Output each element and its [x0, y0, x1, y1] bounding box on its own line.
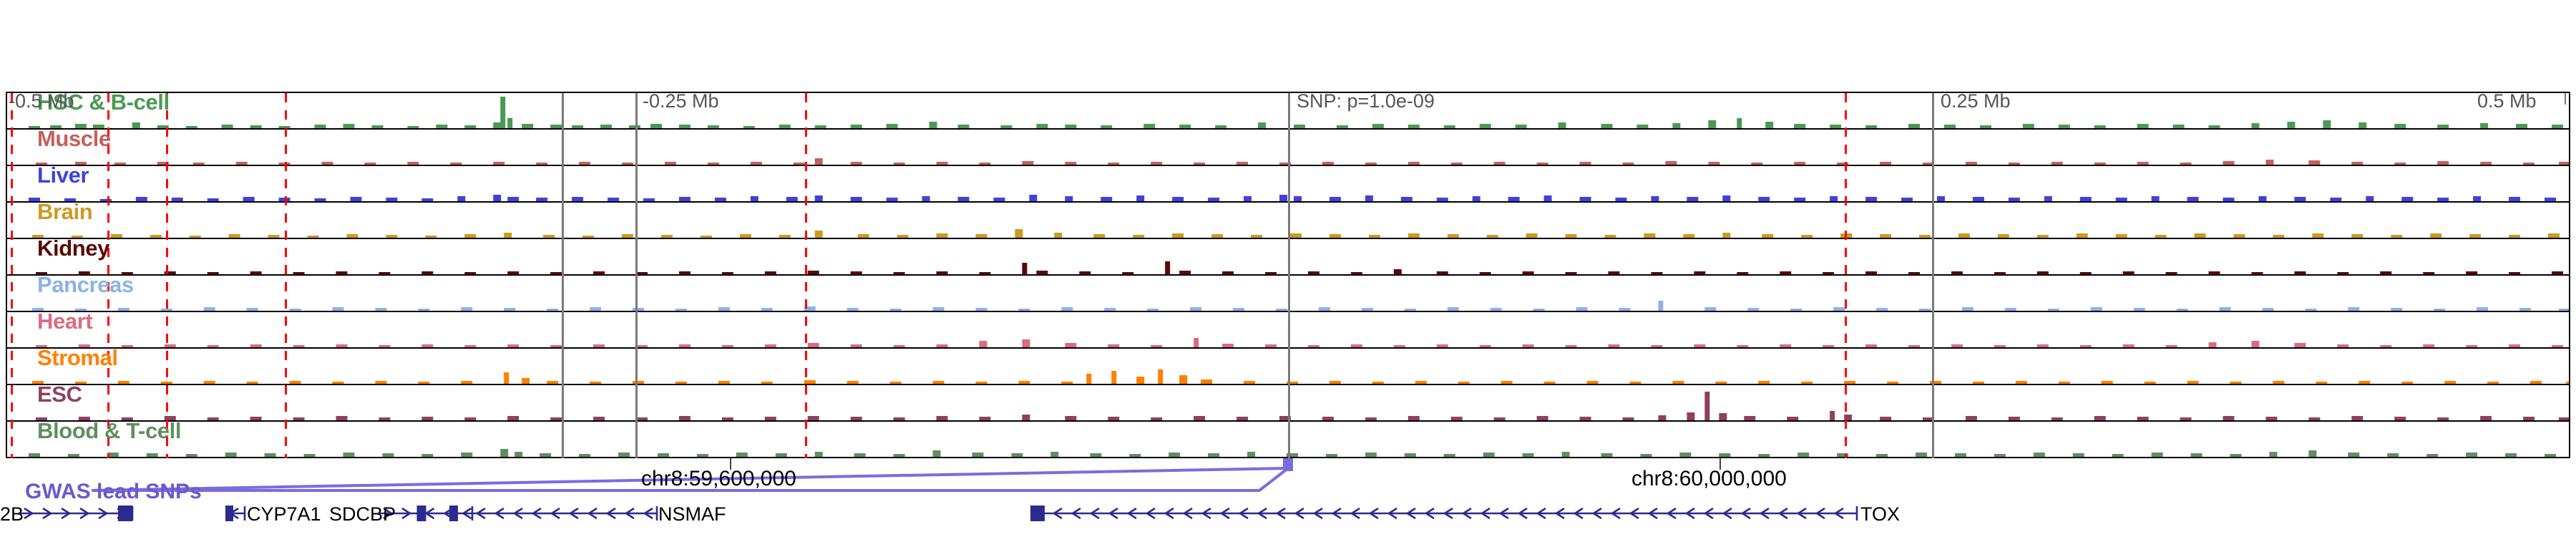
track-label-muscle: Muscle — [37, 126, 111, 151]
ruler-tick — [2565, 93, 2566, 105]
bottom-panel: GWAS lead SNPs chr8:59,600,000 chr8:60,00… — [0, 458, 2576, 537]
track-label-hsc-b-cell: HSC & B-cell — [37, 90, 170, 115]
ruler-tick — [1288, 93, 1289, 105]
track-panel[interactable]: HSC & B-cell Muscle Liver Brain Kidney Pancre… — [6, 90, 2570, 458]
track-label-pancreas: Pancreas — [37, 272, 134, 297]
signal-track[interactable]: Liver — [7, 163, 2569, 203]
signal-waveform — [7, 422, 2569, 457]
track-label-brain: Brain — [37, 199, 93, 224]
signal-track[interactable]: Blood & T-cell — [7, 418, 2569, 458]
signal-waveform — [7, 166, 2569, 201]
coordinate-label: chr8:60,000,000 — [1631, 467, 1787, 490]
signal-waveform — [7, 276, 2569, 311]
signal-track[interactable]: Brain — [7, 199, 2569, 239]
ruler-tick-label: -0.5 Mb — [9, 90, 74, 112]
gene-label[interactable]: SDCBP — [329, 503, 396, 525]
track-label-liver: Liver — [37, 163, 89, 188]
track-label-stromal: Stromal — [37, 345, 118, 370]
ruler-tick — [1932, 93, 1933, 105]
signal-waveform — [7, 130, 2569, 165]
ruler-tick-label: -0.25 Mb — [643, 90, 719, 112]
signal-track[interactable]: Stromal — [7, 345, 2569, 385]
gwas-track-label: GWAS lead SNPs — [25, 480, 202, 503]
signal-waveform — [7, 239, 2569, 274]
gene-annotation-track[interactable]: 2B CYP7A1 SDCBP NSMAF TOX — [0, 498, 2576, 537]
gene-label[interactable]: NSMAF — [658, 503, 726, 525]
signal-track[interactable]: Muscle — [7, 126, 2569, 166]
gene-label[interactable]: 2B — [0, 503, 24, 525]
ruler-tick-label: 0.5 Mb — [2477, 90, 2537, 112]
signal-track[interactable]: Heart — [7, 309, 2569, 349]
signal-track[interactable]: Kidney — [7, 236, 2569, 276]
coordinate-tick — [1719, 458, 1721, 470]
coordinate-tick — [730, 458, 731, 470]
signal-track[interactable]: Pancreas — [7, 272, 2569, 312]
gwas-lead-snps-track[interactable] — [0, 458, 2576, 501]
ruler-tick-label: 0.25 Mb — [1941, 90, 2011, 112]
track-label-kidney: Kidney — [37, 236, 109, 261]
track-label-esc: ESC — [37, 382, 82, 407]
coordinate-label: chr8:59,600,000 — [641, 467, 796, 490]
signal-waveform — [7, 349, 2569, 384]
signal-waveform — [7, 203, 2569, 238]
track-label-blood-t-cell: Blood & T-cell — [37, 418, 182, 443]
ruler-tick — [635, 93, 637, 105]
gene-label[interactable]: CYP7A1 — [247, 503, 321, 525]
signal-waveform — [7, 93, 2569, 128]
ruler-tick-label: SNP: p=1.0e-09 — [1297, 90, 1435, 112]
signal-waveform — [7, 385, 2569, 420]
gene-models — [20, 505, 1858, 521]
signal-waveform — [7, 312, 2569, 347]
signal-track[interactable]: ESC — [7, 382, 2569, 422]
track-label-heart: Heart — [37, 309, 93, 334]
ruler-baseline — [6, 92, 2570, 93]
gene-label[interactable]: TOX — [1860, 503, 1901, 525]
